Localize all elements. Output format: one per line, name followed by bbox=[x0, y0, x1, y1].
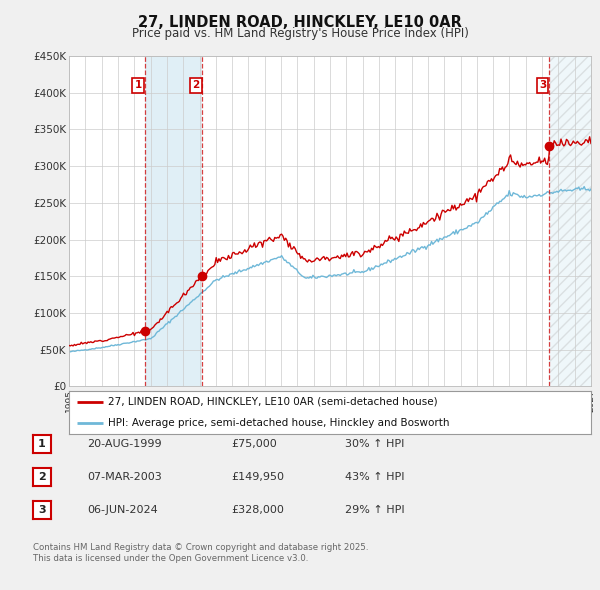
Text: £75,000: £75,000 bbox=[231, 439, 277, 448]
Text: 06-JUN-2024: 06-JUN-2024 bbox=[87, 505, 158, 514]
Text: 30% ↑ HPI: 30% ↑ HPI bbox=[345, 439, 404, 448]
Text: 07-MAR-2003: 07-MAR-2003 bbox=[87, 472, 162, 481]
Text: £149,950: £149,950 bbox=[231, 472, 284, 481]
Bar bbox=[549, 56, 591, 386]
Text: 1: 1 bbox=[38, 439, 46, 448]
Text: 3: 3 bbox=[539, 80, 546, 90]
Text: 27, LINDEN ROAD, HINCKLEY, LE10 0AR (semi-detached house): 27, LINDEN ROAD, HINCKLEY, LE10 0AR (sem… bbox=[108, 397, 438, 407]
Text: 43% ↑ HPI: 43% ↑ HPI bbox=[345, 472, 404, 481]
Text: 20-AUG-1999: 20-AUG-1999 bbox=[87, 439, 161, 448]
Text: This data is licensed under the Open Government Licence v3.0.: This data is licensed under the Open Gov… bbox=[33, 555, 308, 563]
Text: 2: 2 bbox=[192, 80, 200, 90]
Text: HPI: Average price, semi-detached house, Hinckley and Bosworth: HPI: Average price, semi-detached house,… bbox=[108, 418, 449, 428]
Text: 1: 1 bbox=[134, 80, 142, 90]
Text: Price paid vs. HM Land Registry's House Price Index (HPI): Price paid vs. HM Land Registry's House … bbox=[131, 27, 469, 40]
Bar bbox=[145, 56, 202, 386]
Text: 2: 2 bbox=[38, 472, 46, 481]
Text: 3: 3 bbox=[38, 505, 46, 514]
Text: 29% ↑ HPI: 29% ↑ HPI bbox=[345, 505, 404, 514]
Text: 27, LINDEN ROAD, HINCKLEY, LE10 0AR: 27, LINDEN ROAD, HINCKLEY, LE10 0AR bbox=[138, 15, 462, 30]
Text: Contains HM Land Registry data © Crown copyright and database right 2025.: Contains HM Land Registry data © Crown c… bbox=[33, 543, 368, 552]
Text: £328,000: £328,000 bbox=[231, 505, 284, 514]
